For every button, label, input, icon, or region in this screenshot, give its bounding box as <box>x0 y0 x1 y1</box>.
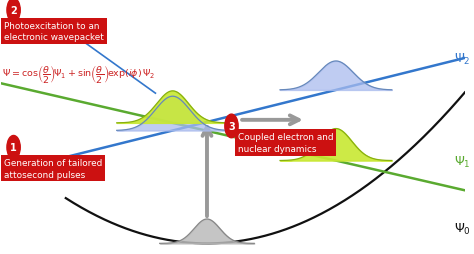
Text: 1: 1 <box>10 143 17 153</box>
Text: $\Psi = \cos\!\left(\dfrac{\theta}{2}\right)\!\Psi_1 + \sin\!\left(\dfrac{\theta: $\Psi = \cos\!\left(\dfrac{\theta}{2}\ri… <box>2 62 156 84</box>
Text: Generation of tailored
attosecond pulses: Generation of tailored attosecond pulses <box>4 158 102 179</box>
Text: $\Psi_1$: $\Psi_1$ <box>454 154 471 169</box>
Text: Photoexcitation to an
electronic wavepacket: Photoexcitation to an electronic wavepac… <box>4 22 104 42</box>
Text: 2: 2 <box>10 6 17 16</box>
Text: Coupled electron and
nuclear dynamics: Coupled electron and nuclear dynamics <box>238 133 333 153</box>
Circle shape <box>7 0 20 23</box>
Circle shape <box>225 115 238 138</box>
Text: 3: 3 <box>228 121 235 131</box>
Text: $\Psi_2$: $\Psi_2$ <box>454 52 471 67</box>
Circle shape <box>7 136 20 160</box>
Text: $\Psi_0$: $\Psi_0$ <box>454 221 471 236</box>
